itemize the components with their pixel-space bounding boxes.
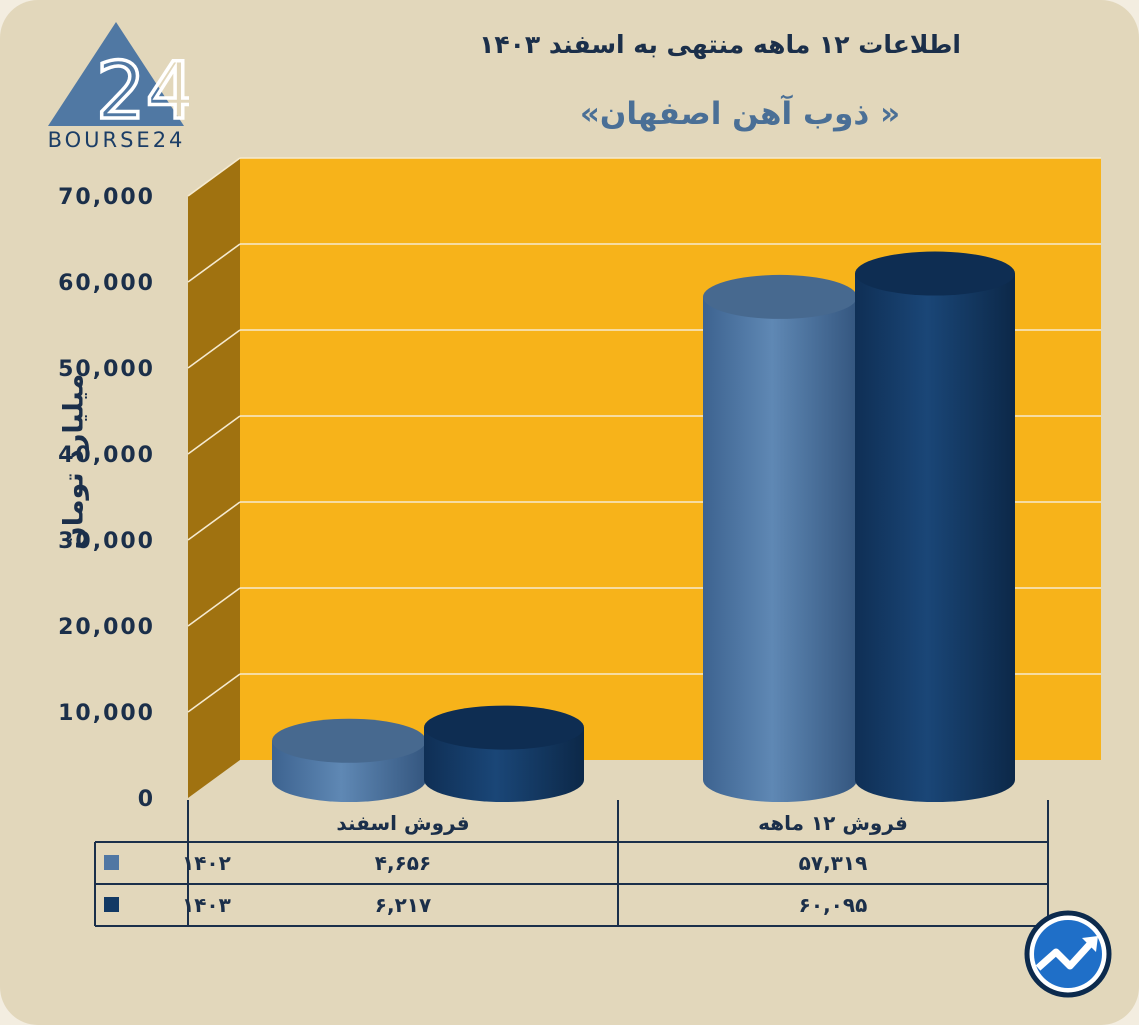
gridline-side (187, 329, 241, 369)
y-tick-label: 50,000 (58, 357, 155, 382)
bar-1-0 (703, 274, 857, 802)
bar-top (272, 718, 426, 763)
bar-top (855, 251, 1015, 296)
gridline-side (187, 243, 241, 283)
y-tick-label: 20,000 (58, 615, 155, 640)
y-tick-label: 30,000 (58, 529, 155, 554)
y-tick-label: 40,000 (58, 443, 155, 468)
bar-1-1 (855, 251, 1015, 802)
bar-top (424, 705, 584, 750)
gridline-side (187, 501, 241, 541)
plot-side-wall (188, 158, 240, 798)
bar-top (703, 274, 857, 319)
bar-body (703, 296, 857, 802)
y-tick-label: 60,000 (58, 271, 155, 296)
chart-subtitle: « ذوب آهن اصفهان» (579, 96, 901, 132)
data-label: ۶۰,۰۹۵ (799, 893, 868, 917)
legend-label: ۱۴۰۳ (182, 893, 231, 917)
bar-0-0 (272, 718, 426, 802)
category-label: فروش اسفند (336, 811, 469, 835)
bar-body (855, 273, 1015, 802)
data-label: ۵۷,۳۱۹ (799, 851, 868, 875)
category-label: فروش ۱۲ ماهه (758, 811, 908, 835)
y-tick-label: 10,000 (58, 701, 155, 726)
y-tick-label: 0 (138, 787, 155, 812)
trend-arrow-icon (1024, 910, 1112, 998)
logo-text: BOURSE24 (47, 128, 186, 152)
data-table: فروش اسفند فروش ۱۲ ماهه ۱۴۰۲ ۴,۶۵۶ ۵۷,۳۱۹ ۱۴۰… (94, 800, 1049, 927)
bar-0-1 (424, 705, 584, 802)
gridline-side (187, 673, 241, 713)
y-tick-label: 70,000 (58, 185, 155, 210)
data-label: ۴,۶۵۶ (375, 851, 431, 875)
legend-swatch (104, 897, 119, 912)
bars (272, 251, 1015, 802)
data-label: ۶,۲۱۷ (375, 893, 431, 917)
bourse24-logo: 24 (48, 22, 189, 139)
logo-mark: 24 (96, 47, 189, 137)
chart-title: اطلاعات ۱۲ ماهه منتهی به اسفند ۱۴۰۳ (479, 30, 961, 59)
gridline-side (187, 157, 241, 197)
gridline-side (187, 587, 241, 627)
legend-swatch (104, 855, 119, 870)
legend-label: ۱۴۰۲ (182, 851, 231, 875)
y-tick-labels: 0 10,000 20,000 30,000 40,000 50,000 60,000 70,… (58, 185, 155, 812)
gridline-side (187, 415, 241, 455)
